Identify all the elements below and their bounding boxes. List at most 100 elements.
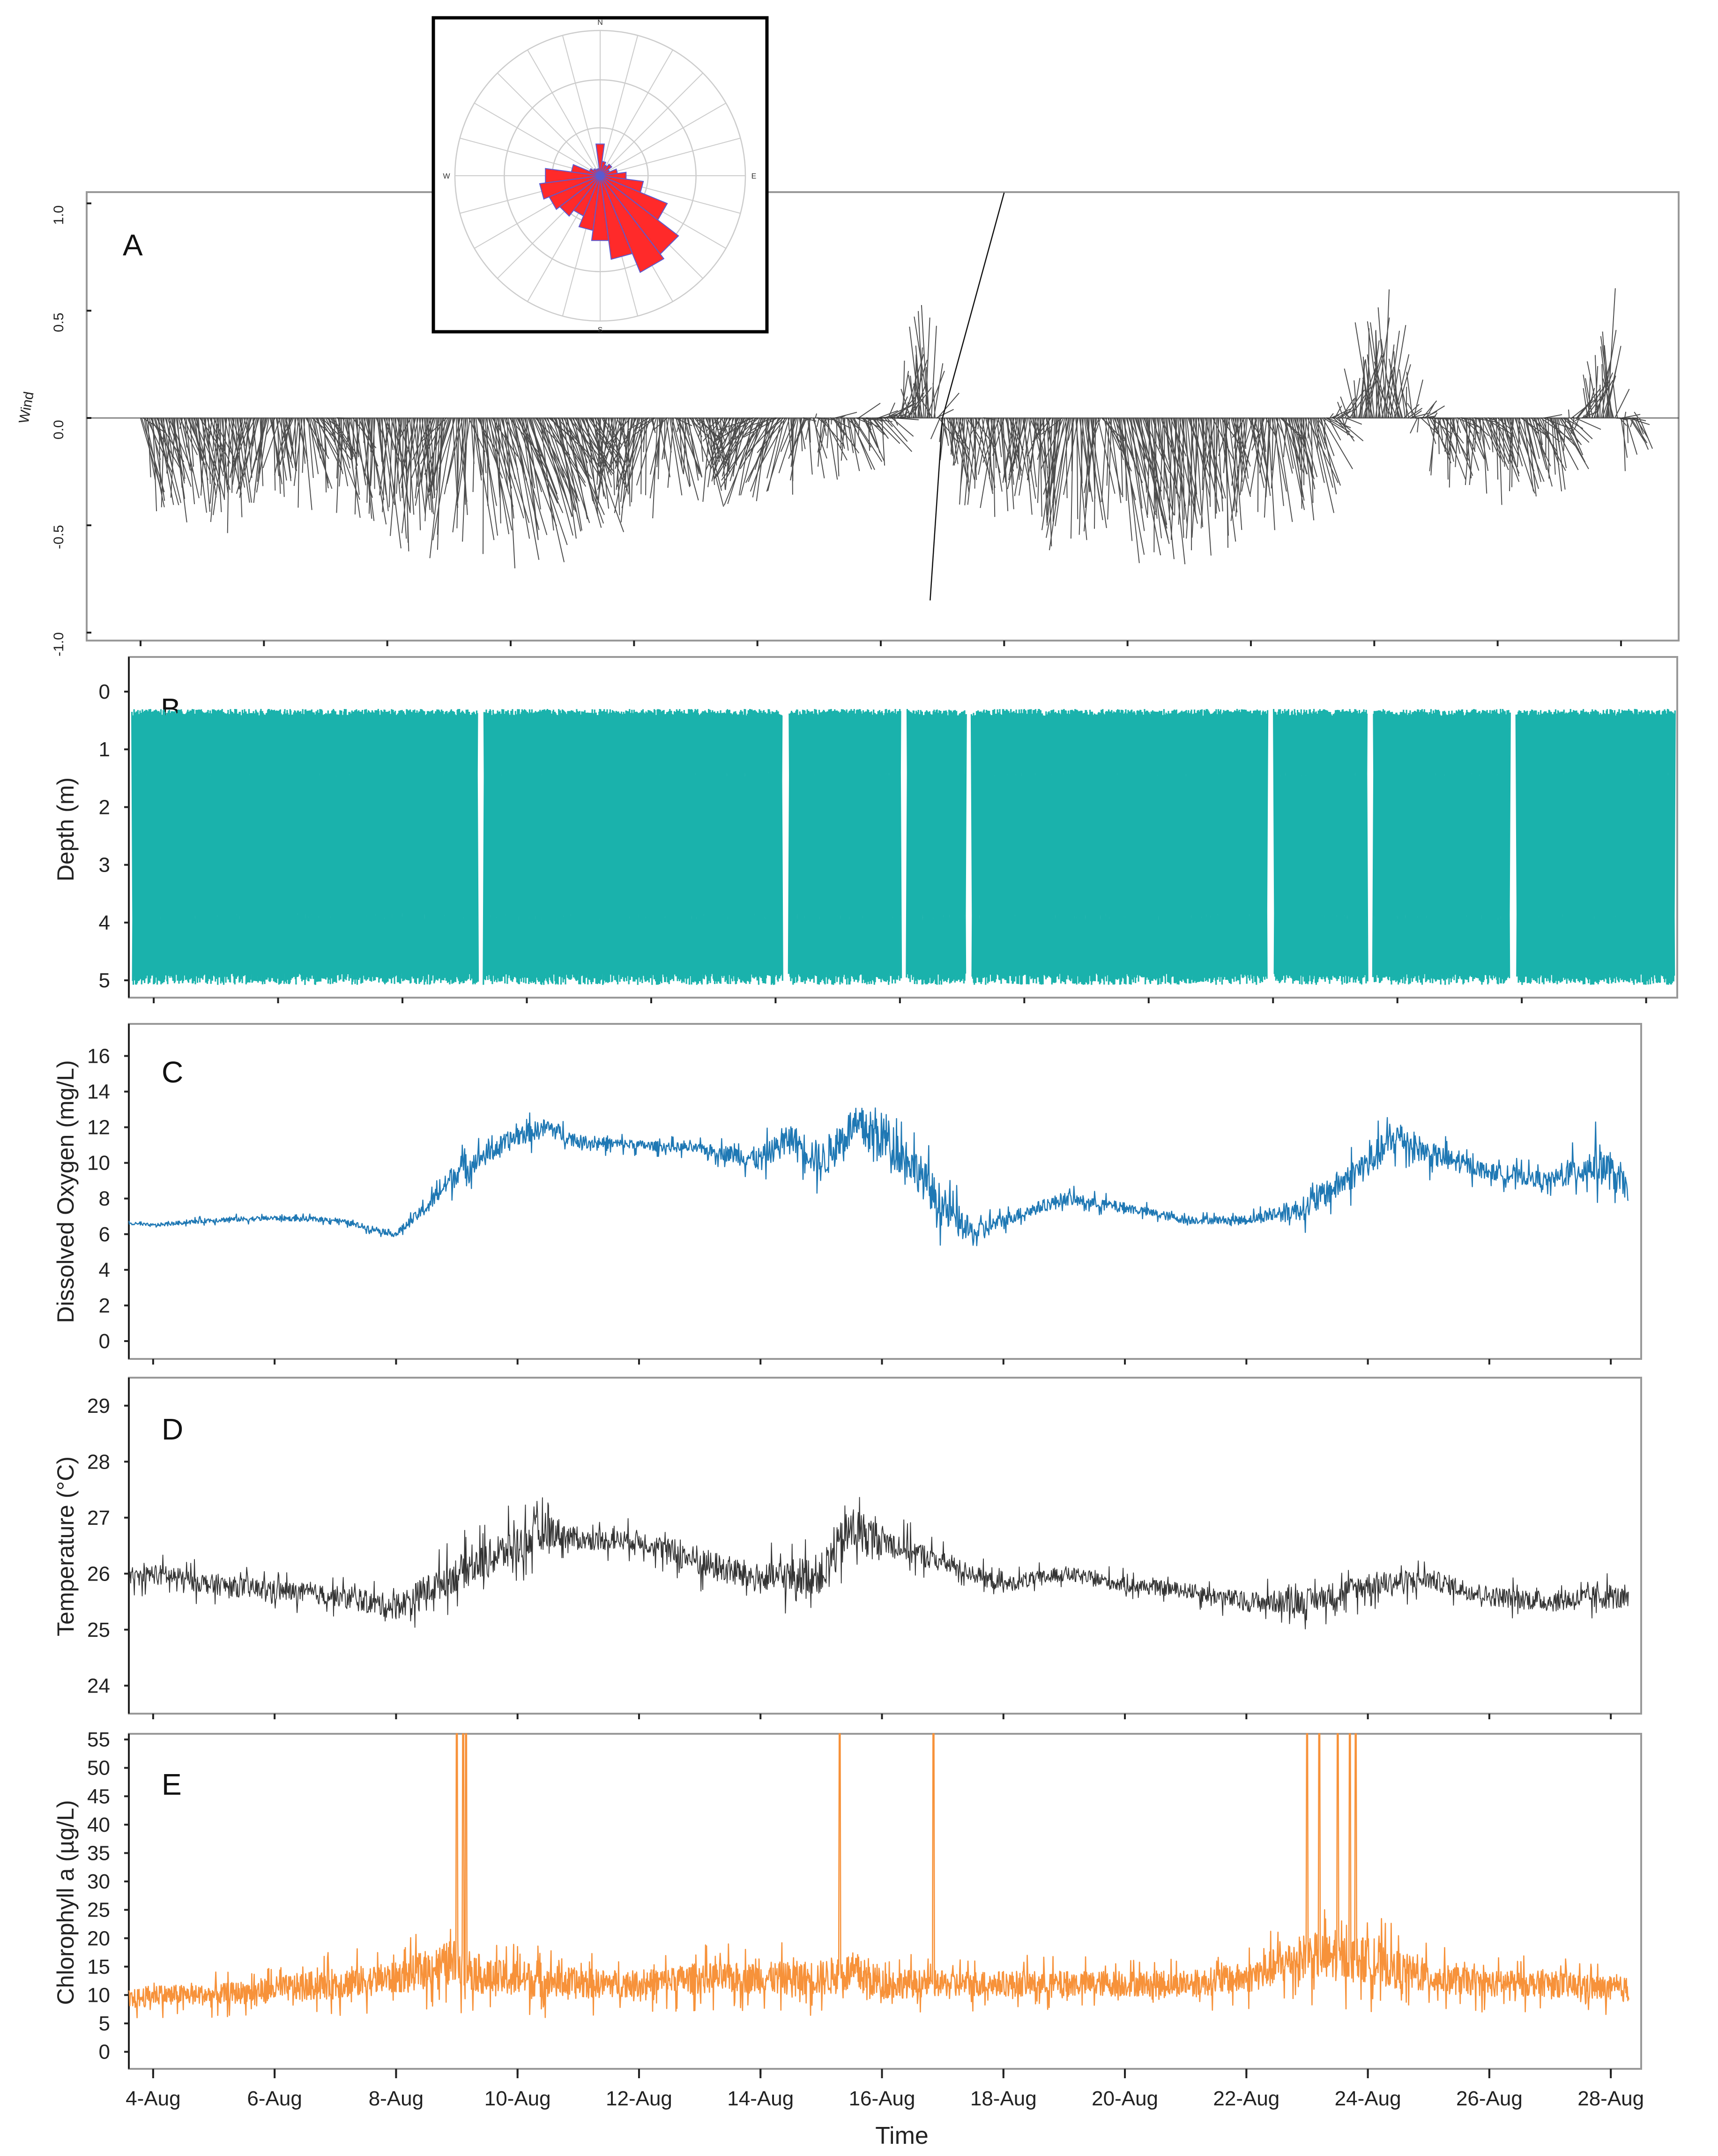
wind-rose-inset: N E S W bbox=[431, 16, 769, 334]
rose-spoke bbox=[600, 35, 639, 176]
x-tick-label: 10-Aug bbox=[484, 2087, 551, 2110]
rose-center bbox=[596, 172, 604, 180]
rose-sector bbox=[595, 143, 605, 176]
panel-c-ylabel: Dissolved Oxygen (mg/L) bbox=[52, 1060, 79, 1323]
x-tick-label: 14-Aug bbox=[727, 2087, 794, 2110]
y-tick-label: 28 bbox=[87, 1450, 110, 1473]
x-tick-label: 24-Aug bbox=[1335, 2087, 1401, 2110]
panel-d-y-axis: 24 25 26 27 28 29 bbox=[87, 1395, 129, 1697]
y-tick-label: 24 bbox=[87, 1674, 110, 1697]
y-tick-label: 0 bbox=[99, 1330, 110, 1353]
y-tick-label: 12 bbox=[87, 1116, 110, 1139]
y-tick-label: 35 bbox=[87, 1842, 110, 1865]
rose-spoke bbox=[562, 35, 601, 176]
y-tick-label: 26 bbox=[87, 1562, 110, 1585]
x-tick-label: 12-Aug bbox=[606, 2087, 672, 2110]
panel-d-ylabel: Temperature (°C) bbox=[52, 1456, 79, 1636]
y-tick-label: 45 bbox=[87, 1785, 110, 1808]
y-tick-label: -0.5 bbox=[51, 525, 67, 549]
rose-dir-label: S bbox=[598, 326, 603, 334]
panel-b-ylabel: Depth (m) bbox=[52, 777, 79, 881]
y-tick-label: 50 bbox=[87, 1757, 110, 1780]
panel-d-plot bbox=[128, 1497, 1629, 1719]
x-axis-label: Time bbox=[875, 2122, 929, 2149]
x-axis: 4-Aug 6-Aug 8-Aug 10-Aug 12-Aug 14-Aug 16-Aug 1… bbox=[126, 2069, 1644, 2110]
y-tick-label: 1.0 bbox=[51, 205, 67, 225]
panel-c-letter: C bbox=[162, 1055, 183, 1089]
rose-dir-label: E bbox=[751, 172, 757, 180]
series-line bbox=[128, 1733, 1629, 2019]
rose-spoke bbox=[600, 137, 741, 176]
y-tick-label: 3 bbox=[99, 854, 110, 877]
y-tick-label: 30 bbox=[87, 1870, 110, 1893]
panel-c: C Dissolved Oxygen (mg/L) 0 2 4 6 8 10 12 14 16 bbox=[52, 1023, 1642, 1365]
y-tick-label: 10 bbox=[87, 1984, 110, 2007]
x-tick-label: 28-Aug bbox=[1577, 2087, 1644, 2110]
y-tick-label: 4 bbox=[99, 1259, 110, 1282]
y-tick-label: 20 bbox=[87, 1927, 110, 1950]
panel-a-letter: A bbox=[123, 228, 143, 262]
panel-c-y-axis: 0 2 4 6 8 10 12 14 16 bbox=[87, 1044, 129, 1353]
y-tick-label: 6 bbox=[99, 1223, 110, 1246]
y-tick-label: 0 bbox=[99, 2041, 110, 2064]
rose-dir-label: N bbox=[597, 19, 603, 27]
panel-c-plot bbox=[128, 1107, 1629, 1365]
panel-b-plot bbox=[131, 709, 1676, 1003]
rose-spoke bbox=[497, 73, 601, 176]
x-tick-label: 4-Aug bbox=[126, 2087, 180, 2110]
panel-d: D Temperature (°C) 24 25 26 27 28 29 bbox=[52, 1377, 1642, 1719]
rose-spoke bbox=[527, 50, 601, 176]
panel-e-letter: E bbox=[162, 1768, 182, 1801]
panel-e-y-axis: 0 5 10 15 20 25 30 35 40 45 50 55 bbox=[87, 1728, 129, 2064]
rose-spoke bbox=[600, 73, 703, 176]
y-tick-label: 8 bbox=[99, 1187, 110, 1210]
y-tick-label: 0.0 bbox=[51, 420, 67, 440]
x-tick-label: 26-Aug bbox=[1456, 2087, 1523, 2110]
y-tick-label: 4 bbox=[99, 911, 110, 934]
rose-spoke bbox=[474, 103, 601, 176]
rose-spoke bbox=[600, 103, 726, 176]
wind-min-vector bbox=[930, 418, 943, 601]
x-tick-label: 22-Aug bbox=[1213, 2087, 1279, 2110]
y-tick-label: 0.5 bbox=[51, 313, 67, 332]
panel-d-frame bbox=[128, 1377, 1642, 1715]
panel-a-plot bbox=[87, 192, 1679, 601]
y-tick-label: -1.0 bbox=[51, 632, 67, 656]
rose-dir-label: W bbox=[443, 172, 450, 180]
y-tick-label: 0 bbox=[99, 680, 110, 703]
y-tick-label: 55 bbox=[87, 1728, 110, 1751]
y-tick-label: 40 bbox=[87, 1813, 110, 1836]
y-tick-label: 25 bbox=[87, 1619, 110, 1641]
panel-d-letter: D bbox=[162, 1412, 183, 1446]
y-tick-label: 5 bbox=[99, 969, 110, 992]
y-tick-label: 15 bbox=[87, 1955, 110, 1978]
x-tick-label: 18-Aug bbox=[970, 2087, 1037, 2110]
y-tick-label: 25 bbox=[87, 1899, 110, 1922]
rose-spoke bbox=[600, 50, 673, 176]
series-line bbox=[128, 1497, 1629, 1630]
panel-e-ylabel: Chlorophyll a (µg/L) bbox=[52, 1800, 79, 2005]
panel-a: A Wind -1.0 -0.5 0.0 0.5 1.0 bbox=[16, 191, 1680, 656]
x-tick-label: 20-Aug bbox=[1092, 2087, 1158, 2110]
y-tick-label: 1 bbox=[99, 738, 110, 761]
x-tick-label: 6-Aug bbox=[247, 2087, 302, 2110]
x-tick-label: 8-Aug bbox=[369, 2087, 424, 2110]
y-tick-label: 2 bbox=[99, 796, 110, 819]
wind-rose-plot: N E S W bbox=[443, 19, 756, 334]
y-tick-label: 10 bbox=[87, 1152, 110, 1175]
y-tick-label: 2 bbox=[99, 1294, 110, 1317]
panel-e: E Chlorophyll a (µg/L) 0 5 10 15 20 25 30 35 40 4… bbox=[52, 1728, 1644, 2149]
wind-max-vector bbox=[942, 192, 1005, 418]
y-tick-label: 5 bbox=[99, 2012, 110, 2035]
series-line bbox=[128, 1107, 1629, 1246]
wind-vectors bbox=[140, 288, 1653, 568]
depth-series bbox=[131, 709, 1676, 985]
y-tick-label: 16 bbox=[87, 1044, 110, 1067]
panel-e-frame bbox=[128, 1733, 1642, 2070]
y-tick-label: 14 bbox=[87, 1081, 110, 1104]
panel-a-ylabel: Wind bbox=[16, 390, 37, 425]
panel-c-frame bbox=[128, 1023, 1642, 1360]
x-tick-label: 16-Aug bbox=[849, 2087, 915, 2110]
